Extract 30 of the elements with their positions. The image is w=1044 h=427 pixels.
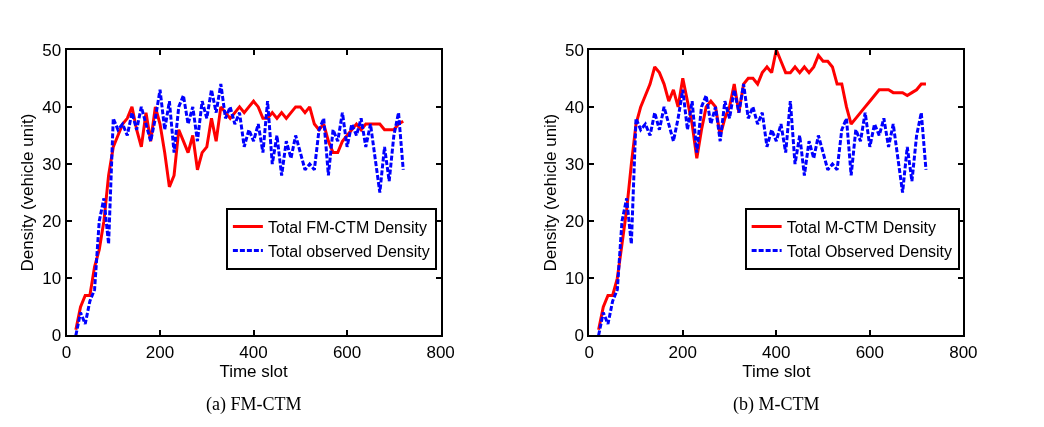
x-tick-label: 800: [949, 342, 978, 362]
y-tick-label: 0: [574, 326, 584, 346]
y-tick-label: 40: [564, 97, 584, 117]
x-tick-label: 800: [426, 342, 455, 362]
legend-label: Total Observed Density: [786, 242, 953, 260]
y-tick-label: 50: [564, 40, 584, 60]
y-tick-label: 10: [564, 269, 584, 289]
legend-label: Total observed Density: [267, 242, 430, 260]
x-tick-label: 600: [332, 342, 362, 362]
y-tick-label: 10: [42, 269, 62, 289]
legend-label: Total M-CTM Density: [786, 218, 936, 236]
y-tick-label: 30: [564, 154, 584, 174]
legend-label: Total FM-CTM Density: [267, 218, 428, 236]
y-tick-label: 40: [42, 97, 62, 117]
y-tick-label: 0: [51, 326, 62, 346]
y-tick-label: 20: [564, 212, 584, 232]
x-tick-label: 600: [855, 342, 885, 362]
x-axis-title: Time slot: [742, 361, 811, 381]
x-tick-label: 400: [762, 342, 791, 362]
y-tick-label: 50: [42, 40, 62, 60]
y-axis-title: Density (vehicle unit): [18, 113, 38, 272]
y-axis-title: Density (vehicle unit): [540, 113, 560, 272]
text: (a) FM-CTM: [206, 394, 302, 415]
x-tick-label: 200: [145, 342, 175, 362]
x-axis-title: Time slot: [219, 361, 288, 381]
x-tick-label: 200: [668, 342, 697, 362]
y-tick-label: 20: [42, 212, 62, 232]
y-tick-label: 30: [42, 154, 62, 174]
x-tick-label: 400: [239, 342, 268, 362]
text: (b) M-CTM: [733, 394, 820, 415]
